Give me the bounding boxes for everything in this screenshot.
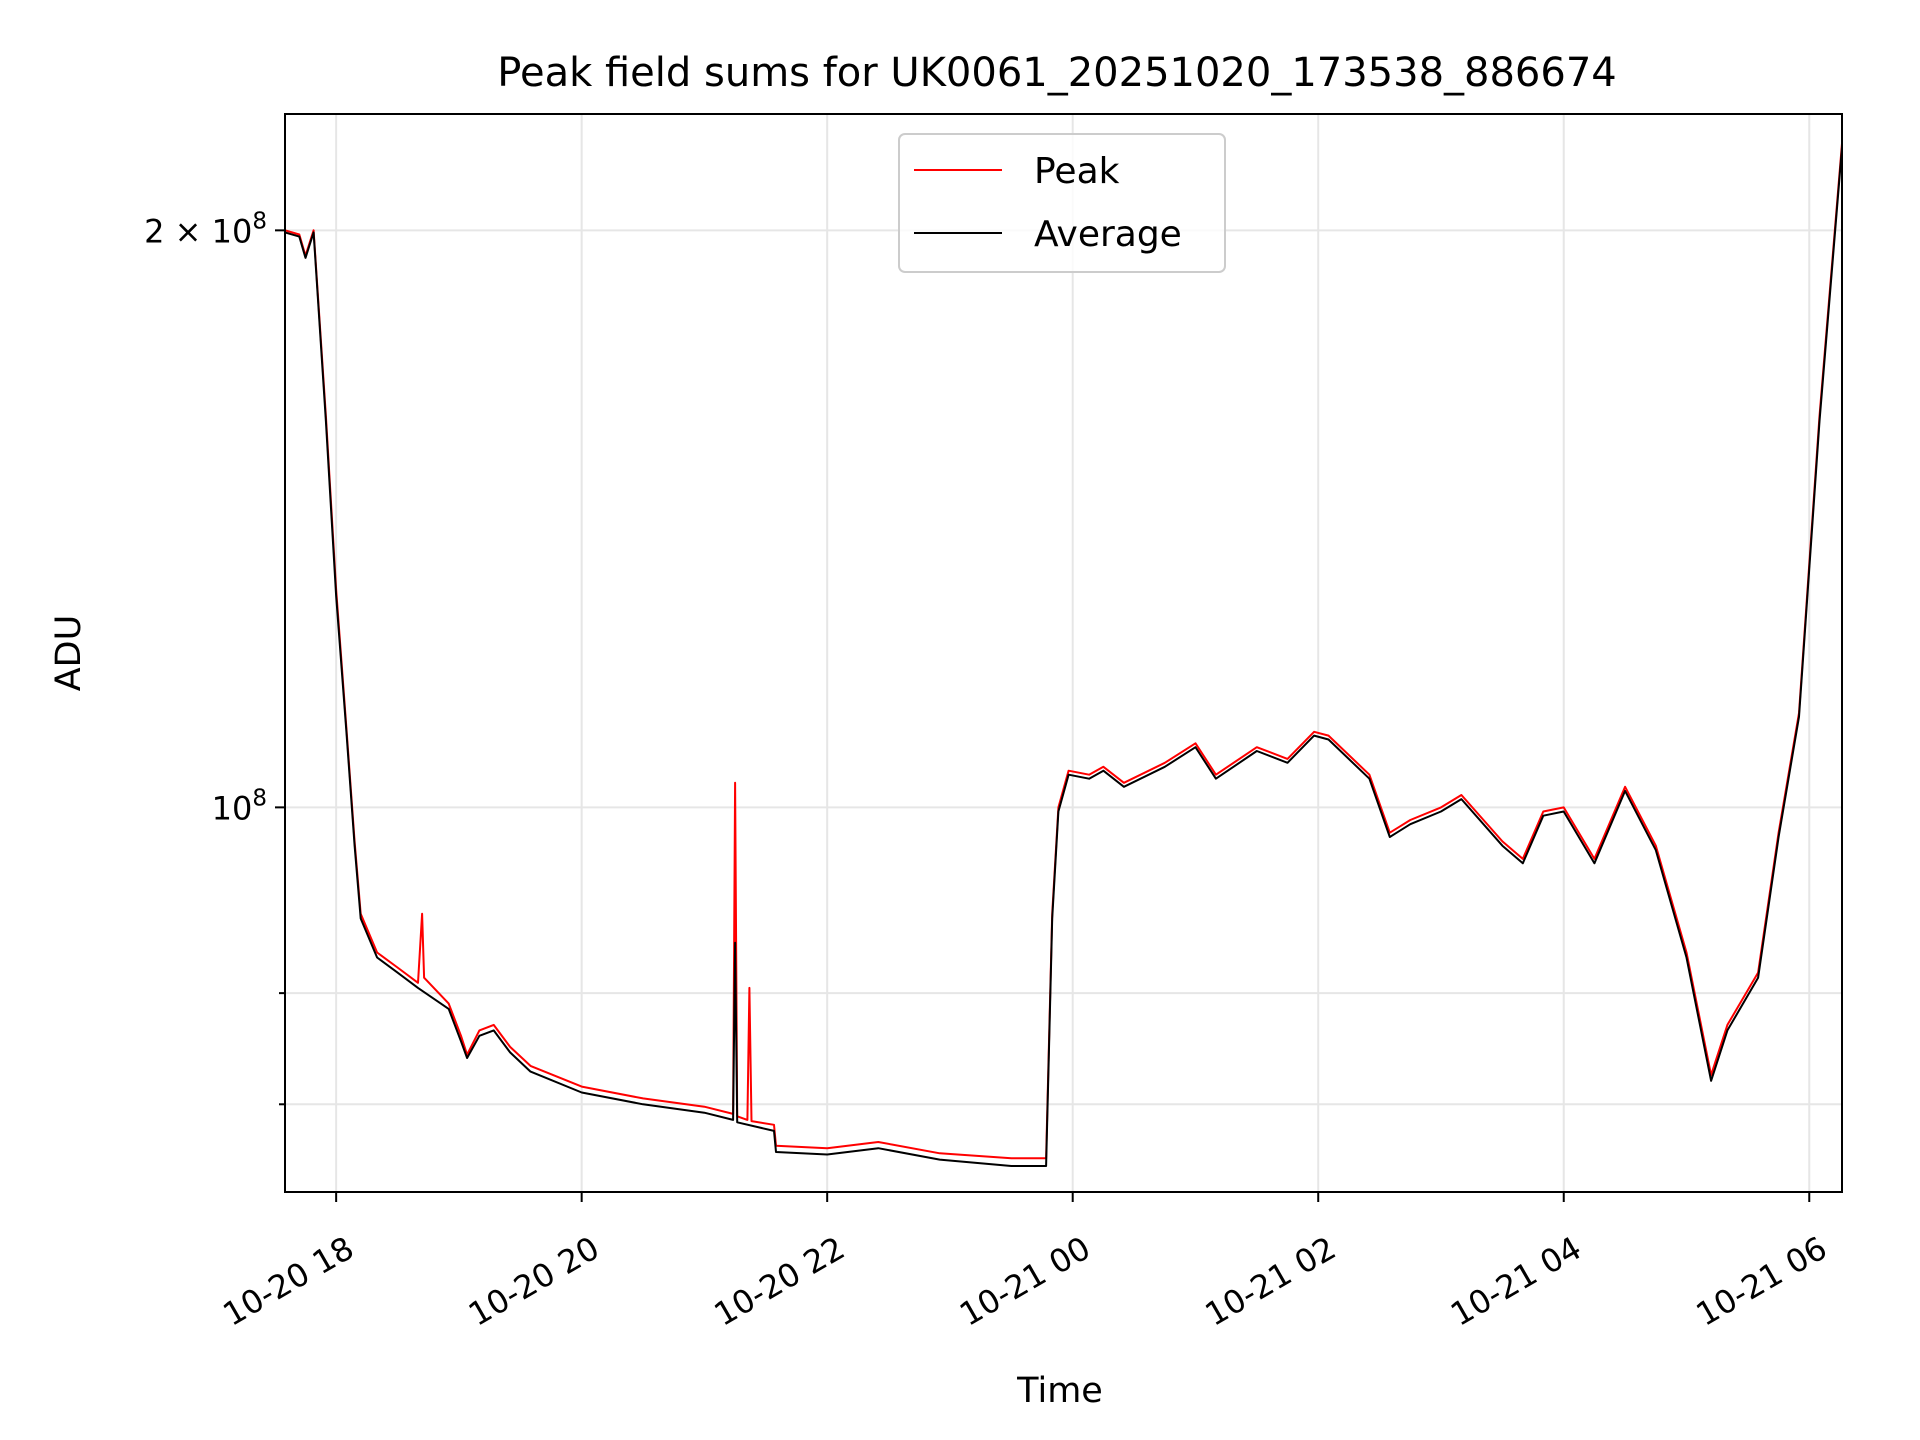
series-lines xyxy=(284,143,1843,1167)
grid-lines xyxy=(285,114,1842,1192)
plot-frame xyxy=(284,113,1843,1193)
legend: Peak Average xyxy=(898,133,1226,273)
x-axis: 10-20 18 10-20 20 10-20 22 10-21 00 10-21 02… xyxy=(217,1192,1834,1334)
x-tick-label: 10-20 18 xyxy=(217,1229,361,1334)
x-tick-label: 10-21 06 xyxy=(1690,1229,1834,1334)
legend-label-average: Average xyxy=(1034,214,1182,255)
x-axis-label: Time xyxy=(1016,1371,1103,1411)
y-tick-base: 10 xyxy=(212,789,253,827)
y-tick-label: 2 × 108 xyxy=(144,208,267,250)
legend-box xyxy=(898,133,1226,273)
chart-title: Peak field sums for UK0061_20251020_1735… xyxy=(497,50,1616,96)
series-line-peak xyxy=(284,143,1843,1160)
y-tick-exponent: 8 xyxy=(252,208,267,234)
x-tick-label: 10-20 20 xyxy=(462,1229,606,1334)
x-tick-label: 10-21 04 xyxy=(1444,1229,1588,1334)
y-tick-base: 10 xyxy=(212,212,253,250)
legend-label-peak: Peak xyxy=(1034,151,1120,192)
y-tick-exponent: 8 xyxy=(252,785,267,811)
x-tick-label: 10-21 02 xyxy=(1199,1229,1343,1334)
y-tick-label: 108 xyxy=(212,785,267,827)
series-line-average xyxy=(284,147,1843,1167)
y-axis-label: ADU xyxy=(49,615,89,692)
x-tick-label: 10-20 22 xyxy=(708,1229,852,1334)
x-tick-label: 10-21 00 xyxy=(953,1229,1097,1334)
y-tick-coef: 2 × xyxy=(144,212,212,250)
